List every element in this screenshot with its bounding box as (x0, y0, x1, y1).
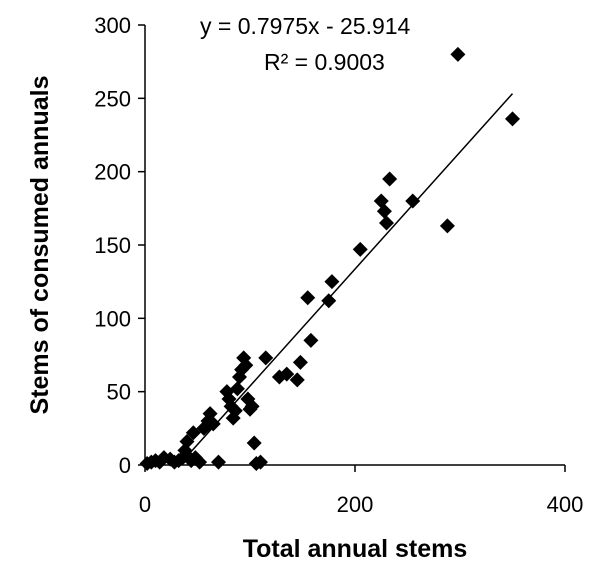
data-point (211, 454, 226, 470)
y-tick-group: 0 50 100 150 200 250 300 (94, 13, 145, 478)
data-point (303, 332, 319, 348)
data-point (179, 434, 195, 450)
trendline-equation: y = 0.7975x - 25.914 (200, 13, 411, 39)
data-point (379, 215, 394, 231)
data-point (450, 46, 466, 62)
y-tick-label: 300 (94, 13, 131, 38)
x-tick-label: 0 (139, 492, 151, 517)
data-point (258, 350, 274, 366)
y-tick-label: 200 (94, 160, 131, 185)
r-squared-label: R² = 0.9003 (264, 49, 385, 75)
data-point (292, 354, 308, 370)
y-tick-label: 250 (94, 86, 131, 111)
data-point (321, 293, 337, 309)
data-point (192, 454, 208, 470)
y-tick-label: 150 (94, 233, 131, 258)
data-point (439, 218, 455, 234)
x-tick-group: 0 200 400 (139, 465, 583, 517)
data-point (246, 435, 262, 451)
data-point (279, 366, 295, 382)
y-tick-label: 50 (107, 380, 131, 405)
data-points (139, 46, 520, 472)
data-point (505, 111, 520, 127)
data-point (244, 398, 260, 414)
data-point (324, 274, 340, 290)
data-point (289, 372, 305, 388)
y-tick-label: 0 (119, 453, 131, 478)
x-tick-label: 400 (547, 492, 584, 517)
data-point (238, 357, 254, 373)
data-point (229, 381, 245, 397)
data-point (205, 416, 221, 432)
data-point (405, 193, 421, 209)
x-tick-label: 200 (337, 492, 374, 517)
data-point (227, 403, 243, 419)
data-point (253, 454, 268, 470)
y-tick-label: 100 (94, 306, 131, 331)
data-point (300, 290, 316, 306)
data-point (352, 241, 368, 257)
y-axis-title: Stems of consumed annuals (26, 76, 54, 415)
data-point (382, 171, 398, 187)
data-point (376, 203, 392, 219)
x-axis-title: Total annual stems (243, 535, 468, 563)
